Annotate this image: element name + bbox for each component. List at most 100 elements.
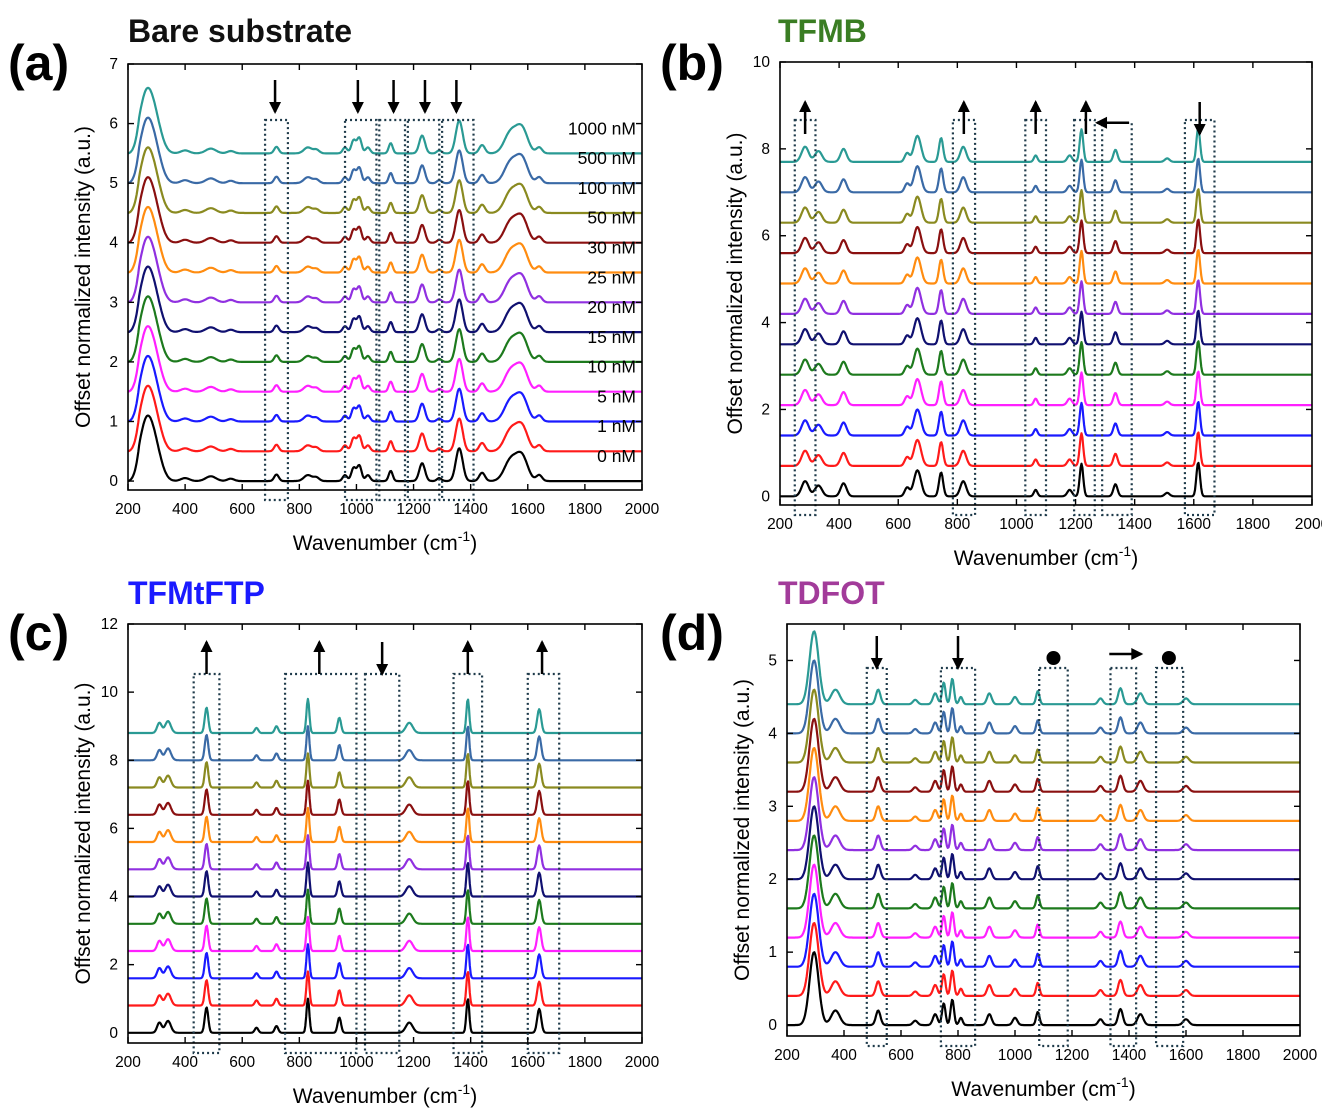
spectrum-line-a-7 [127,295,643,363]
spectrum-line-d-2 [786,688,1301,764]
spectrum-line-d-8 [786,863,1301,939]
dotted-box-b-5 [1183,118,1216,517]
dotted-box-a-1 [343,118,378,502]
series-label-7: 15 nM [587,327,636,347]
spectrum-line-d-0 [786,630,1301,706]
dotted-box-a-4 [441,118,475,502]
panel-d-title: TDFOT [778,575,885,611]
x-tick-label-c-1: 400 [172,1054,198,1071]
x-tick-label-a-6: 1400 [453,501,488,518]
x-tick-label-d-0: 200 [774,1047,800,1064]
marker-c-4-arrow-up-icon [536,640,549,652]
panel-b-chart: 200 400 600 800 1000 1200 1400 1600 1800 2000 0 2 4 6… [724,54,1322,570]
y-tick-label-d-2: 2 [768,871,777,888]
panel-d-label: (d) [660,605,724,661]
x-axis-label-b: Wavenumber (cm-1) [954,543,1138,570]
marker-a-1-arrow-down-icon [351,102,364,114]
panel-a-title: Bare substrate [128,13,352,49]
dotted-box-b-3 [1072,118,1096,517]
spectrum-line-d-10 [786,922,1301,997]
panel-c-chart: 200 400 600 800 1000 1200 1400 1600 1800 2000 0 2 4 6… [72,616,660,1108]
series-label-0: 1000 nM [568,118,636,138]
marker-c-1-arrow-up-icon [313,640,326,652]
y-tick-label-d-0: 0 [768,1017,777,1034]
spectrum-line-a-0 [127,86,643,155]
y-tick-label-a-2: 2 [109,354,118,371]
marker-a-4-arrow-down-icon [450,102,463,114]
spectrum-line-c-4 [127,806,643,844]
x-tick-label-a-3: 800 [286,501,312,518]
dotted-box-c-1 [283,672,358,1055]
y-tick-label-a-3: 3 [109,294,118,311]
x-tick-label-c-7: 1600 [511,1054,546,1071]
spectrum-line-b-3 [779,218,1313,255]
series-label-3: 50 nM [587,208,636,228]
spectrum-line-d-1 [786,659,1301,735]
dotted-box-c-0 [192,672,221,1055]
x-tick-label-a-8: 1800 [568,501,603,518]
x-axis-label-a: Wavenumber (cm-1) [293,528,477,555]
spectrum-line-c-6 [127,861,643,898]
x-tick-label-b-2: 600 [885,516,911,533]
x-tick-label-c-3: 800 [286,1054,312,1071]
marker-b-3-arrow-up-icon [1079,100,1092,112]
y-tick-label-b-3: 6 [761,228,770,245]
dotted-box-a-3 [406,118,441,502]
x-tick-label-d-6: 1400 [1112,1047,1147,1064]
x-tick-label-b-0: 200 [767,516,793,533]
marker-d-3-arrow-right-icon [1131,648,1144,660]
y-tick-label-c-3: 6 [109,820,118,837]
x-tick-label-b-7: 1600 [1177,516,1212,533]
y-tick-label-a-4: 4 [109,235,118,252]
spectrum-line-b-6 [779,309,1313,346]
series-label-8: 10 nM [587,357,636,377]
spectrum-line-d-5 [786,776,1301,852]
spectrum-line-a-10 [127,384,643,453]
x-tick-label-b-4: 1000 [999,516,1034,533]
plot-frame-b [779,61,1313,506]
panel-b-label: (b) [660,35,724,91]
dotted-box-b-4 [1101,121,1133,517]
y-tick-label-d-4: 4 [768,725,777,742]
y-tick-label-b-2: 4 [761,315,770,332]
marker-a-2-arrow-down-icon [387,102,400,114]
x-tick-label-d-4: 1000 [998,1047,1033,1064]
marker-c-3-arrow-up-icon [461,640,474,652]
x-tick-label-b-1: 400 [826,516,852,533]
y-tick-label-a-7: 7 [109,56,118,73]
spectrum-line-d-4 [786,747,1301,822]
dotted-box-a-0 [263,118,290,502]
plot-frame-d [786,623,1301,1037]
x-tick-label-a-2: 600 [229,501,255,518]
x-tick-label-d-2: 600 [888,1047,914,1064]
spectrum-line-a-11 [127,414,643,483]
y-tick-label-a-5: 5 [109,175,118,192]
dotted-box-a-2 [378,118,407,502]
panel-b-title: TFMB [778,13,867,49]
marker-b-5-arrow-down-icon [1193,124,1206,136]
spectrum-line-c-0 [127,697,643,735]
panel-a-label: (a) [8,35,69,91]
y-tick-label-c-5: 10 [101,684,119,701]
spectrum-line-b-2 [779,188,1313,224]
x-tick-label-c-2: 600 [229,1054,255,1071]
x-tick-label-d-7: 1600 [1169,1047,1204,1064]
panel-a-chart: 200 400 600 800 1000 1200 1400 1600 1800 2000 0 1 2 3… [72,56,660,555]
spectrum-line-b-4 [779,249,1313,285]
spectrum-line-c-9 [127,943,643,980]
spectrum-line-d-7 [786,834,1301,910]
spectrum-line-c-2 [127,752,643,789]
x-tick-label-c-9: 2000 [625,1054,660,1071]
y-tick-label-b-0: 0 [761,488,770,505]
y-axis-label-a: Offset normalized intensity (a.u.) [72,126,95,428]
x-tick-label-a-9: 2000 [625,501,660,518]
y-tick-label-d-1: 1 [768,944,777,961]
series-label-4: 30 nM [587,237,636,257]
spectrum-line-a-2 [127,146,643,215]
y-tick-label-b-4: 8 [761,141,770,158]
dotted-box-d-3 [1109,666,1138,1048]
spectrum-line-b-0 [779,127,1313,163]
spectrum-line-a-5 [127,235,643,304]
plot-frame-c [127,623,643,1044]
